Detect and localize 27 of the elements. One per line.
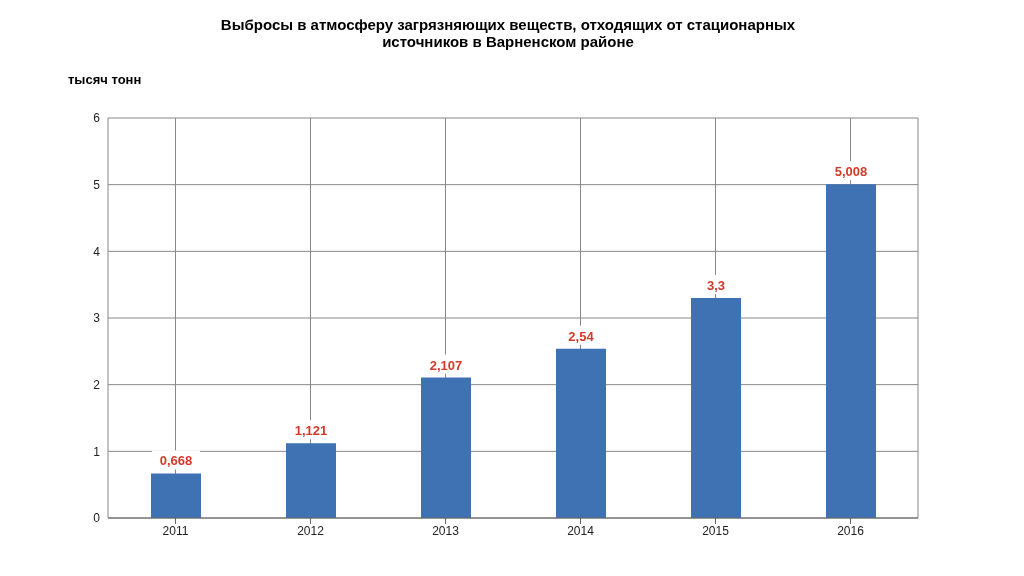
chart-title: Выбросы в атмосферу загрязняющих веществ, отходящих от стационарных источников в Варненском районе xyxy=(219,15,797,50)
y-tick-label: 0 xyxy=(93,511,101,526)
data-label: 1,121 xyxy=(294,423,328,439)
x-tick-label: 2012 xyxy=(297,523,325,538)
x-tick-label: 2015 xyxy=(702,523,730,538)
data-label: 2,54 xyxy=(568,328,595,344)
x-tick-label: 2014 xyxy=(567,523,595,538)
bar xyxy=(286,443,336,518)
y-tick-label: 1 xyxy=(93,444,101,459)
x-tick-label: 2016 xyxy=(837,523,865,538)
y-tick-label: 4 xyxy=(93,244,101,259)
y-tick-label: 2 xyxy=(93,377,101,392)
bar xyxy=(151,473,201,518)
data-label: 0,668 xyxy=(159,453,193,469)
bar xyxy=(556,348,606,518)
y-tick-label: 6 xyxy=(93,111,101,126)
data-label: 2,107 xyxy=(429,357,463,373)
y-tick-label: 5 xyxy=(93,177,101,192)
y-axis-title: тысяч тонн xyxy=(68,72,142,87)
y-tick-label: 3 xyxy=(93,311,101,326)
data-label: 3,3 xyxy=(706,278,726,293)
bar xyxy=(826,184,876,518)
bar xyxy=(421,377,471,518)
data-label: 5,008 xyxy=(834,164,868,180)
x-tick-label: 2011 xyxy=(162,523,189,538)
x-tick-label: 2013 xyxy=(432,523,460,538)
bar xyxy=(691,298,741,518)
